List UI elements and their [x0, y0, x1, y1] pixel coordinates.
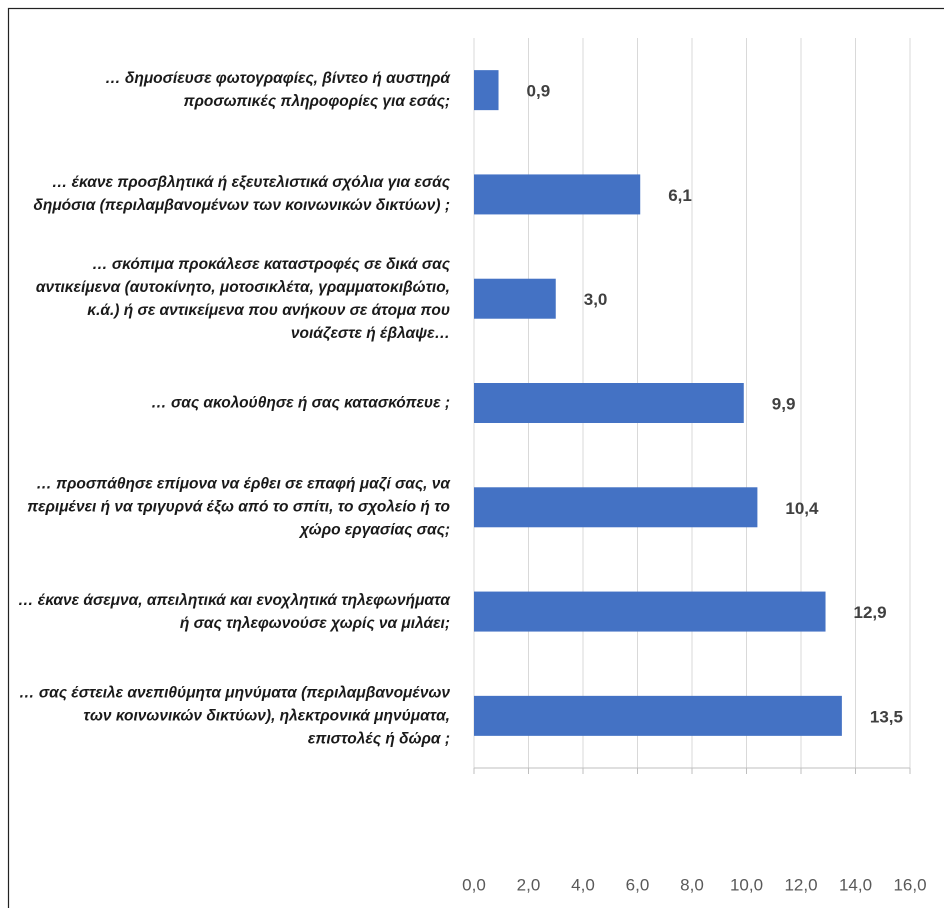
category-label: … σας ακολούθησε ή σας κατασκόπευε ; — [151, 394, 450, 412]
value-label: 6,1 — [668, 186, 692, 205]
value-label: 0,9 — [527, 82, 551, 101]
value-label: 9,9 — [772, 394, 796, 413]
x-tick-label: 10,0 — [730, 875, 763, 894]
value-label: 13,5 — [870, 707, 903, 726]
bar — [474, 70, 499, 111]
chart-border — [7, 7, 944, 908]
value-label: 10,4 — [785, 499, 819, 518]
x-tick-label: 6,0 — [626, 875, 650, 894]
bar — [474, 487, 758, 528]
x-tick-label: 12,0 — [784, 875, 817, 894]
category-label: … δημοσίευσε φωτογραφίες, βίντεο ή αυστη… — [105, 70, 450, 111]
value-label: 3,0 — [584, 290, 608, 309]
bar — [474, 695, 842, 736]
category-label: … προσπάθησε επίμονα να έρθει σε επαφή μ… — [27, 475, 450, 539]
category-label: … σκόπιμα προκάλεσε καταστροφές σε δικά … — [35, 255, 450, 342]
x-tick-label: 0,0 — [462, 875, 486, 894]
bar — [474, 174, 641, 215]
bar — [474, 383, 744, 423]
x-tick-label: 2,0 — [517, 875, 541, 894]
category-label: … έκανε άσεμνα, απειλητικά και ενοχλητικ… — [17, 591, 450, 632]
x-tick-label: 4,0 — [571, 875, 595, 894]
x-tick-label: 14,0 — [839, 875, 872, 894]
bar — [474, 591, 826, 632]
x-tick-label: 8,0 — [680, 875, 704, 894]
bar — [474, 278, 556, 319]
category-label: … έκανε προσβλητικά ή εξευτελιστικά σχόλ… — [33, 174, 450, 215]
x-tick-label: 16,0 — [893, 875, 926, 894]
category-label: … σας έστειλε ανεπιθύμητα μηνύματα (περι… — [19, 684, 450, 748]
value-label: 12,9 — [854, 603, 887, 622]
